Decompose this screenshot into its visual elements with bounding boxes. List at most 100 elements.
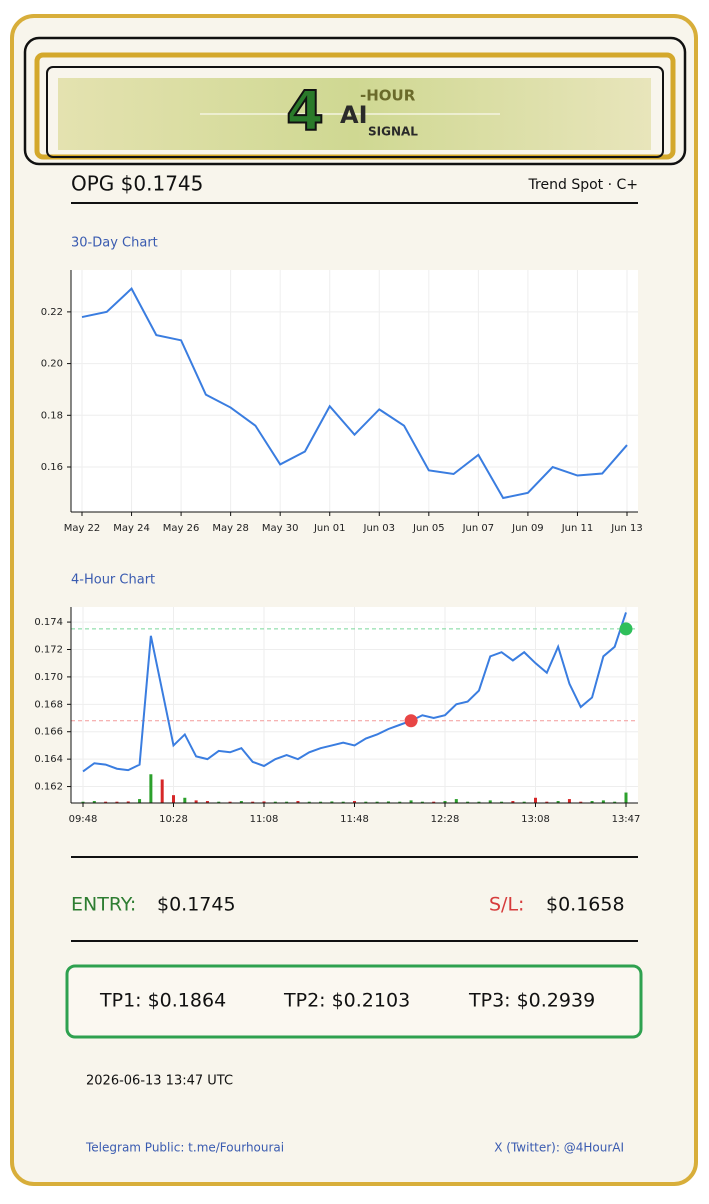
volume-bar	[454, 799, 458, 803]
chart-title: 4-Hour Chart	[71, 573, 155, 588]
header-title: OPG $0.1745	[71, 172, 203, 196]
x-tick-label: 11:08	[250, 814, 279, 825]
volume-bar	[556, 801, 560, 803]
volume-bar	[386, 801, 390, 803]
volume-bar	[613, 801, 617, 803]
y-tick-label: 0.174	[34, 617, 63, 628]
x-tick-label: May 26	[163, 523, 200, 534]
entry-value: $0.1745	[157, 894, 236, 916]
x-tick-label: Jun 07	[462, 523, 495, 534]
y-tick-label: 0.20	[41, 359, 63, 370]
y-tick-label: 0.18	[41, 410, 63, 421]
x-link[interactable]: X (Twitter): @4HourAI	[494, 1141, 624, 1155]
volume-bar	[149, 774, 153, 803]
volume-bar	[601, 800, 605, 803]
x-tick-label: Jun 09	[511, 523, 544, 534]
volume-bar	[375, 801, 379, 803]
x-tick-label: May 24	[113, 523, 150, 534]
y-tick-label: 0.166	[34, 727, 63, 738]
volume-bar	[138, 799, 142, 803]
volume-bar	[160, 779, 164, 803]
y-tick-label: 0.170	[34, 672, 63, 683]
volume-bar	[477, 801, 481, 803]
x-tick-label: May 30	[262, 523, 299, 534]
volume-bar	[511, 801, 515, 803]
targets-box	[65, 964, 643, 1039]
x-tick-label: 09:48	[69, 814, 98, 825]
chart-title: 30-Day Chart	[71, 236, 158, 251]
logo-hour: -HOUR	[360, 87, 416, 105]
x-tick-label: 13:08	[521, 814, 550, 825]
sl-label: S/L:	[489, 894, 524, 916]
volume-bar	[590, 801, 594, 803]
price-line	[82, 612, 627, 773]
volume-bar	[239, 801, 243, 803]
timestamp: 2026-06-13 13:47 UTC	[86, 1074, 233, 1089]
x-tick-label: May 28	[212, 523, 249, 534]
volume-bar	[307, 801, 311, 803]
volume-bar	[205, 801, 209, 803]
volume-bar	[285, 801, 289, 803]
volume-bar	[545, 801, 549, 803]
volume-bar	[296, 801, 300, 803]
volume-bar	[217, 801, 221, 803]
logo-signal: SIGNAL	[368, 125, 418, 139]
volume-bar	[194, 800, 198, 803]
target: TP1: $0.1864	[99, 990, 226, 1012]
volume-bar	[522, 801, 526, 803]
stop-marker	[404, 714, 418, 728]
entry-marker	[619, 622, 633, 636]
volume-bar	[364, 801, 368, 803]
y-tick-label: 0.162	[34, 782, 63, 793]
volume-bar	[262, 801, 266, 803]
volume-bar	[251, 801, 255, 803]
volume-bar	[500, 801, 504, 803]
plot-area	[71, 270, 638, 512]
volume-bar	[183, 797, 187, 803]
y-tick-label: 0.164	[34, 754, 63, 765]
x-tick-label: 12:28	[431, 814, 460, 825]
volume-bar	[228, 801, 232, 803]
x-tick-label: 11:48	[340, 814, 369, 825]
target: TP3: $0.2939	[468, 990, 595, 1012]
x-tick-label: Jun 05	[412, 523, 445, 534]
volume-bar	[443, 801, 447, 803]
y-tick-label: 0.172	[34, 644, 63, 655]
volume-bar	[534, 797, 537, 803]
x-tick-label: Jun 01	[313, 523, 346, 534]
volume-bar	[319, 801, 323, 803]
volume-bar	[579, 801, 583, 803]
y-tick-label: 0.22	[41, 307, 63, 318]
volume-bar	[273, 801, 277, 803]
x-tick-label: May 22	[64, 523, 101, 534]
x-tick-label: 10:28	[159, 814, 188, 825]
logo-digit: 4	[286, 80, 324, 143]
volume-bar	[567, 799, 571, 803]
volume-bar	[398, 801, 402, 803]
volume-bar	[172, 795, 175, 803]
price-line	[81, 286, 628, 500]
x-tick-label: Jun 11	[561, 523, 594, 534]
volume-bar	[432, 801, 436, 803]
sl-value: $0.1658	[546, 894, 625, 916]
volume-bar	[624, 792, 628, 803]
volume-bar	[409, 800, 413, 803]
telegram-link[interactable]: Telegram Public: t.me/Fourhourai	[85, 1141, 284, 1155]
x-tick-label: Jun 13	[610, 523, 643, 534]
logo-ai: AI	[340, 101, 368, 129]
volume-bar	[341, 801, 345, 803]
volume-bar	[353, 801, 356, 803]
volume-bar	[330, 801, 334, 803]
volume-bar	[126, 801, 130, 803]
target: TP2: $0.2103	[283, 990, 410, 1012]
banner-inner	[46, 66, 664, 158]
volume-bar	[81, 801, 85, 803]
volume-bar	[420, 801, 424, 803]
volume-bar	[115, 801, 119, 803]
volume-bar	[92, 801, 96, 803]
x-tick-label: Jun 03	[363, 523, 396, 534]
x-tick-label: 13:47	[612, 814, 641, 825]
header-tag: Trend Spot · C+	[528, 177, 638, 193]
entry-label: ENTRY:	[71, 894, 136, 916]
